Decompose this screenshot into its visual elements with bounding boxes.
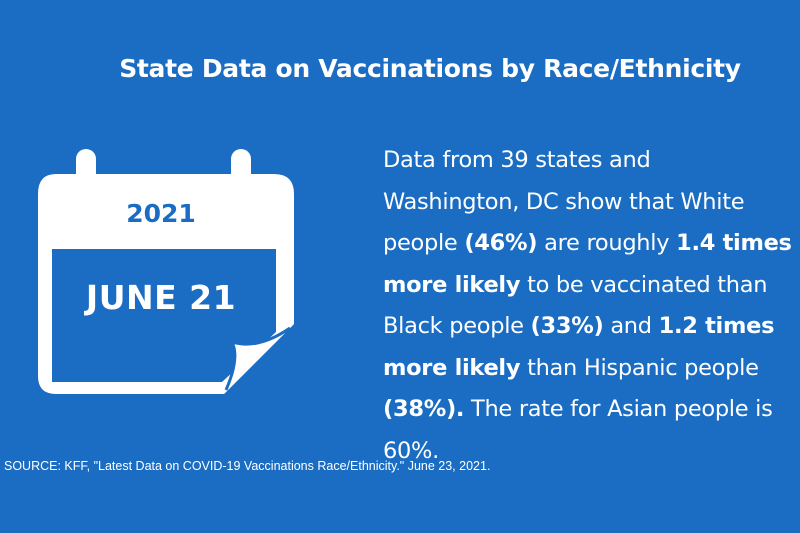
source-citation: SOURCE: KFF, "Latest Data on COVID-19 Va… — [4, 459, 491, 473]
calendar-date: JUNE 21 — [85, 278, 237, 317]
white-rate: (46%) — [464, 230, 538, 256]
calendar-year: 2021 — [126, 199, 196, 228]
hispanic-rate: (38%). — [383, 396, 465, 422]
summary-text: Data from 39 states and Washington, DC s… — [383, 147, 792, 464]
page-title: State Data on Vaccinations by Race/Ethni… — [119, 54, 741, 83]
white-hispanic-ratio: 1.2 times more likely — [383, 313, 775, 381]
calendar-icon — [38, 146, 294, 394]
white-black-ratio: 1.4 times more likely — [383, 230, 792, 298]
black-rate: (33%) — [530, 313, 604, 339]
